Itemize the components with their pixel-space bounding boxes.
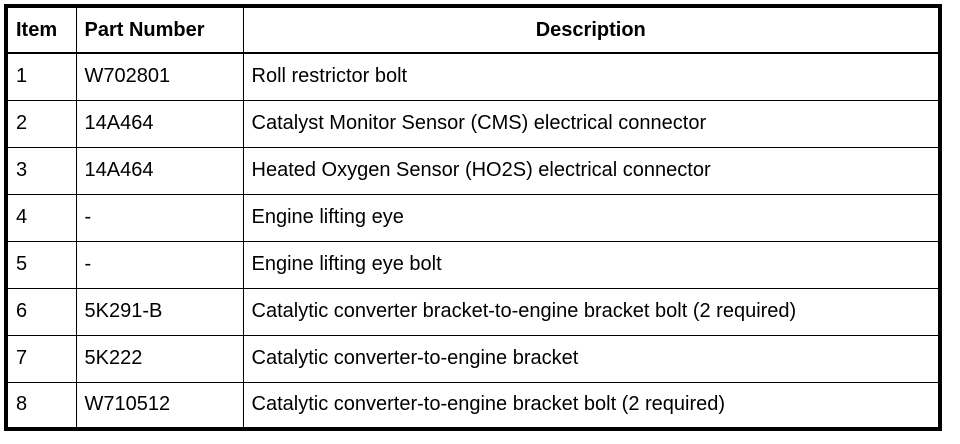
cell-description: Catalytic converter-to-engine bracket bo…	[242, 381, 941, 430]
cell-description: Roll restrictor bolt	[242, 52, 941, 101]
cell-part-number: -	[75, 240, 244, 289]
cell-item: 4	[5, 193, 77, 242]
table-row: 3 14A464 Heated Oxygen Sensor (HO2S) elect…	[5, 146, 941, 195]
cell-description: Catalytic converter-to-engine bracket	[242, 334, 941, 383]
cell-description: Heated Oxygen Sensor (HO2S) electrical c…	[242, 146, 941, 195]
table-row: 2 14A464 Catalyst Monitor Sensor (CMS) ele…	[5, 99, 941, 148]
cell-item: 8	[5, 381, 77, 430]
cell-item: 7	[5, 334, 77, 383]
cell-item: 3	[5, 146, 77, 195]
cell-part-number: 14A464	[75, 146, 244, 195]
cell-part-number: 5K291-B	[75, 287, 244, 336]
cell-description: Catalytic converter bracket-to-engine br…	[242, 287, 941, 336]
cell-part-number: W702801	[75, 52, 244, 101]
cell-item: 2	[5, 99, 77, 148]
cell-description: Engine lifting eye bolt	[242, 240, 941, 289]
table-header-row: Item Part Number Description	[5, 5, 941, 54]
cell-part-number: -	[75, 193, 244, 242]
table-row: 1 W702801 Roll restrictor bolt	[5, 52, 941, 101]
parts-table: Item Part Number Description 1 W702801 Rol…	[4, 4, 942, 431]
table-row: 4- Engine lifting eye	[5, 193, 941, 242]
table-row: 7 5K222 Catalytic converter-to-engine brac…	[5, 334, 941, 383]
cell-description: Engine lifting eye	[242, 193, 941, 242]
cell-item: 1	[5, 52, 77, 101]
cell-item: 5	[5, 240, 77, 289]
table-row: 6 5K291-B Catalytic converter bracket-to-e…	[5, 287, 941, 336]
header-part-number: Part Number	[75, 5, 244, 54]
table-row: 5- Engine lifting eye bolt	[5, 240, 941, 289]
header-description: Description	[242, 5, 941, 54]
header-item: Item	[5, 5, 77, 54]
cell-part-number: 5K222	[75, 334, 244, 383]
cell-item: 6	[5, 287, 77, 336]
cell-description: Catalyst Monitor Sensor (CMS) electrical…	[242, 99, 941, 148]
cell-part-number: 14A464	[75, 99, 244, 148]
cell-part-number: W710512	[75, 381, 244, 430]
table-row: 8 W710512 Catalytic converter-to-engine br…	[5, 381, 941, 430]
